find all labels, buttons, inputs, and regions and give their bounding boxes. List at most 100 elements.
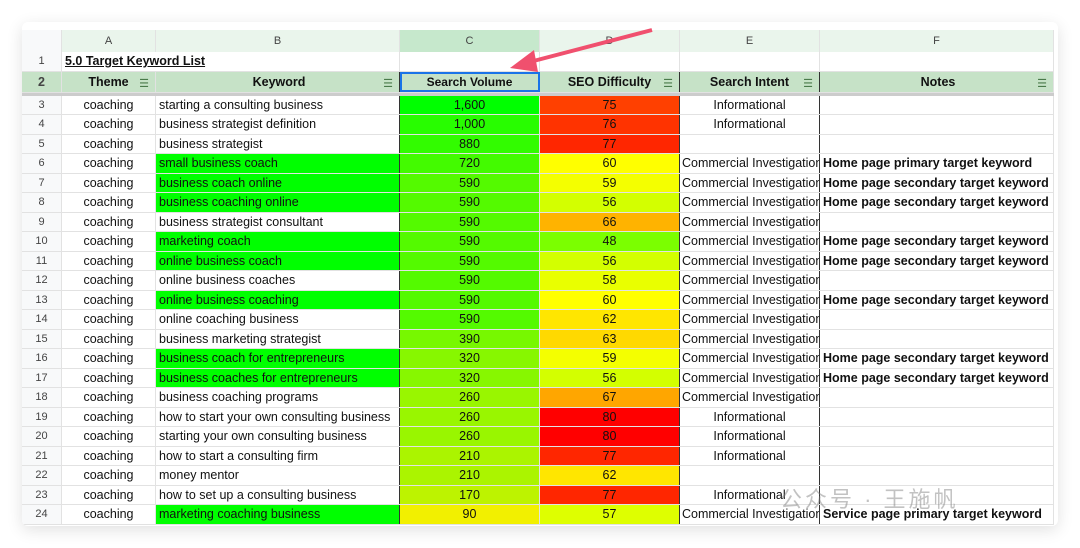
- notes-cell[interactable]: Home page primary target keyword: [820, 154, 1054, 173]
- search-intent-cell[interactable]: Commercial Investigation: [680, 329, 820, 348]
- keyword-cell[interactable]: business coaching online: [156, 193, 400, 212]
- col-header-c[interactable]: C: [400, 30, 540, 52]
- row-number[interactable]: 21: [22, 446, 62, 465]
- notes-cell[interactable]: [820, 212, 1054, 231]
- search-volume-cell[interactable]: 210: [400, 446, 540, 465]
- keyword-cell[interactable]: business strategist definition: [156, 115, 400, 134]
- search-volume-cell[interactable]: 1,600: [400, 95, 540, 114]
- col-header-e[interactable]: E: [680, 30, 820, 52]
- seo-difficulty-cell[interactable]: 80: [540, 427, 680, 446]
- theme-cell[interactable]: coaching: [62, 446, 156, 465]
- theme-cell[interactable]: coaching: [62, 388, 156, 407]
- seo-difficulty-cell[interactable]: 62: [540, 466, 680, 485]
- seo-difficulty-cell[interactable]: 60: [540, 290, 680, 309]
- cell[interactable]: [540, 52, 680, 71]
- notes-cell[interactable]: Service page primary target keyword: [820, 505, 1054, 524]
- notes-cell[interactable]: [820, 407, 1054, 426]
- keyword-cell[interactable]: online coaching business: [156, 310, 400, 329]
- theme-cell[interactable]: coaching: [62, 212, 156, 231]
- notes-cell[interactable]: [820, 446, 1054, 465]
- theme-cell[interactable]: coaching: [62, 251, 156, 270]
- search-volume-cell[interactable]: 590: [400, 310, 540, 329]
- theme-cell[interactable]: coaching: [62, 290, 156, 309]
- row-number[interactable]: 12: [22, 271, 62, 290]
- keyword-cell[interactable]: online business coaching: [156, 290, 400, 309]
- col-header-f[interactable]: F: [820, 30, 1054, 52]
- row-number[interactable]: 22: [22, 466, 62, 485]
- search-intent-cell[interactable]: Commercial Investigation: [680, 310, 820, 329]
- seo-difficulty-cell[interactable]: 60: [540, 154, 680, 173]
- search-volume-cell[interactable]: 720: [400, 154, 540, 173]
- keyword-cell[interactable]: business coach for entrepreneurs: [156, 349, 400, 368]
- search-volume-cell[interactable]: 90: [400, 505, 540, 524]
- search-intent-cell[interactable]: Informational: [680, 407, 820, 426]
- header-seo-difficulty[interactable]: SEO Difficulty ☰: [540, 71, 680, 92]
- keyword-cell[interactable]: how to start your own consulting busines…: [156, 407, 400, 426]
- theme-cell[interactable]: coaching: [62, 310, 156, 329]
- search-volume-cell[interactable]: 210: [400, 466, 540, 485]
- seo-difficulty-cell[interactable]: 76: [540, 115, 680, 134]
- header-search-volume[interactable]: Search Volume: [400, 71, 540, 92]
- search-volume-cell[interactable]: 320: [400, 349, 540, 368]
- seo-difficulty-cell[interactable]: 56: [540, 368, 680, 387]
- keyword-cell[interactable]: business coach online: [156, 173, 400, 192]
- col-header-a[interactable]: A: [62, 30, 156, 52]
- seo-difficulty-cell[interactable]: 66: [540, 212, 680, 231]
- search-intent-cell[interactable]: Informational: [680, 95, 820, 114]
- search-volume-cell[interactable]: 390: [400, 329, 540, 348]
- seo-difficulty-cell[interactable]: 48: [540, 232, 680, 251]
- theme-cell[interactable]: coaching: [62, 271, 156, 290]
- search-intent-cell[interactable]: [680, 466, 820, 485]
- search-intent-cell[interactable]: Informational: [680, 427, 820, 446]
- theme-cell[interactable]: coaching: [62, 95, 156, 114]
- header-search-intent[interactable]: Search Intent ☰: [680, 71, 820, 92]
- row-number[interactable]: 17: [22, 368, 62, 387]
- search-intent-cell[interactable]: Commercial Investigation: [680, 368, 820, 387]
- notes-cell[interactable]: [820, 115, 1054, 134]
- keyword-cell[interactable]: business marketing strategist: [156, 329, 400, 348]
- keyword-cell[interactable]: online business coach: [156, 251, 400, 270]
- keyword-cell[interactable]: marketing coaching business: [156, 505, 400, 524]
- search-intent-cell[interactable]: Informational: [680, 115, 820, 134]
- search-volume-cell[interactable]: 590: [400, 290, 540, 309]
- search-intent-cell[interactable]: Informational: [680, 446, 820, 465]
- search-intent-cell[interactable]: Commercial Investigation: [680, 173, 820, 192]
- seo-difficulty-cell[interactable]: 75: [540, 95, 680, 114]
- search-volume-cell[interactable]: 590: [400, 212, 540, 231]
- row-number[interactable]: 9: [22, 212, 62, 231]
- row-number[interactable]: 23: [22, 485, 62, 504]
- seo-difficulty-cell[interactable]: 63: [540, 329, 680, 348]
- notes-cell[interactable]: [820, 134, 1054, 153]
- seo-difficulty-cell[interactable]: 67: [540, 388, 680, 407]
- keyword-cell[interactable]: money mentor: [156, 466, 400, 485]
- search-volume-cell[interactable]: 880: [400, 134, 540, 153]
- keyword-cell[interactable]: business strategist consultant: [156, 212, 400, 231]
- row-number[interactable]: 15: [22, 329, 62, 348]
- theme-cell[interactable]: coaching: [62, 466, 156, 485]
- keyword-cell[interactable]: business strategist: [156, 134, 400, 153]
- seo-difficulty-cell[interactable]: 57: [540, 505, 680, 524]
- seo-difficulty-cell[interactable]: 62: [540, 310, 680, 329]
- search-volume-cell[interactable]: 170: [400, 485, 540, 504]
- notes-cell[interactable]: [820, 388, 1054, 407]
- theme-cell[interactable]: coaching: [62, 232, 156, 251]
- notes-cell[interactable]: [820, 95, 1054, 114]
- filter-icon[interactable]: ☰: [139, 77, 149, 90]
- search-volume-cell[interactable]: 320: [400, 368, 540, 387]
- theme-cell[interactable]: coaching: [62, 115, 156, 134]
- search-intent-cell[interactable]: Informational: [680, 485, 820, 504]
- cell[interactable]: [820, 52, 1054, 71]
- row-number[interactable]: 16: [22, 349, 62, 368]
- frozen-divider[interactable]: [22, 92, 1054, 96]
- row-number[interactable]: 1: [22, 52, 62, 71]
- theme-cell[interactable]: coaching: [62, 173, 156, 192]
- search-volume-cell[interactable]: 590: [400, 173, 540, 192]
- search-intent-cell[interactable]: Commercial Investigation: [680, 388, 820, 407]
- filter-icon[interactable]: ☰: [383, 77, 393, 90]
- notes-cell[interactable]: Home page secondary target keyword: [820, 251, 1054, 270]
- theme-cell[interactable]: coaching: [62, 427, 156, 446]
- row-number[interactable]: 18: [22, 388, 62, 407]
- theme-cell[interactable]: coaching: [62, 407, 156, 426]
- seo-difficulty-cell[interactable]: 56: [540, 251, 680, 270]
- search-intent-cell[interactable]: Commercial Investigation: [680, 251, 820, 270]
